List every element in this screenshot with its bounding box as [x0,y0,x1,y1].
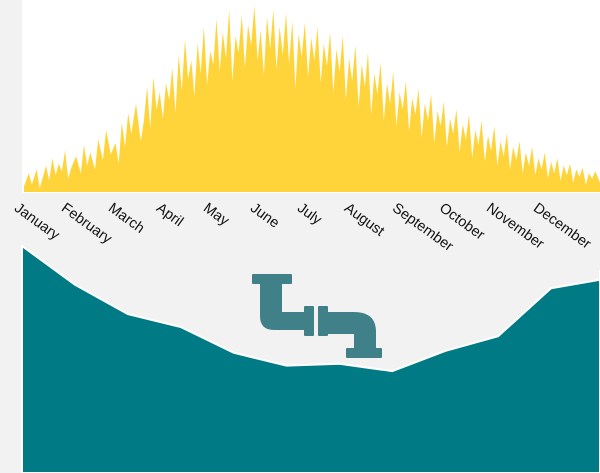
solar-area-chart [24,5,600,193]
solar-area-series [24,5,600,193]
pipe-shape [252,274,382,358]
water-area-series [21,244,600,473]
pipe-icon [252,274,382,358]
